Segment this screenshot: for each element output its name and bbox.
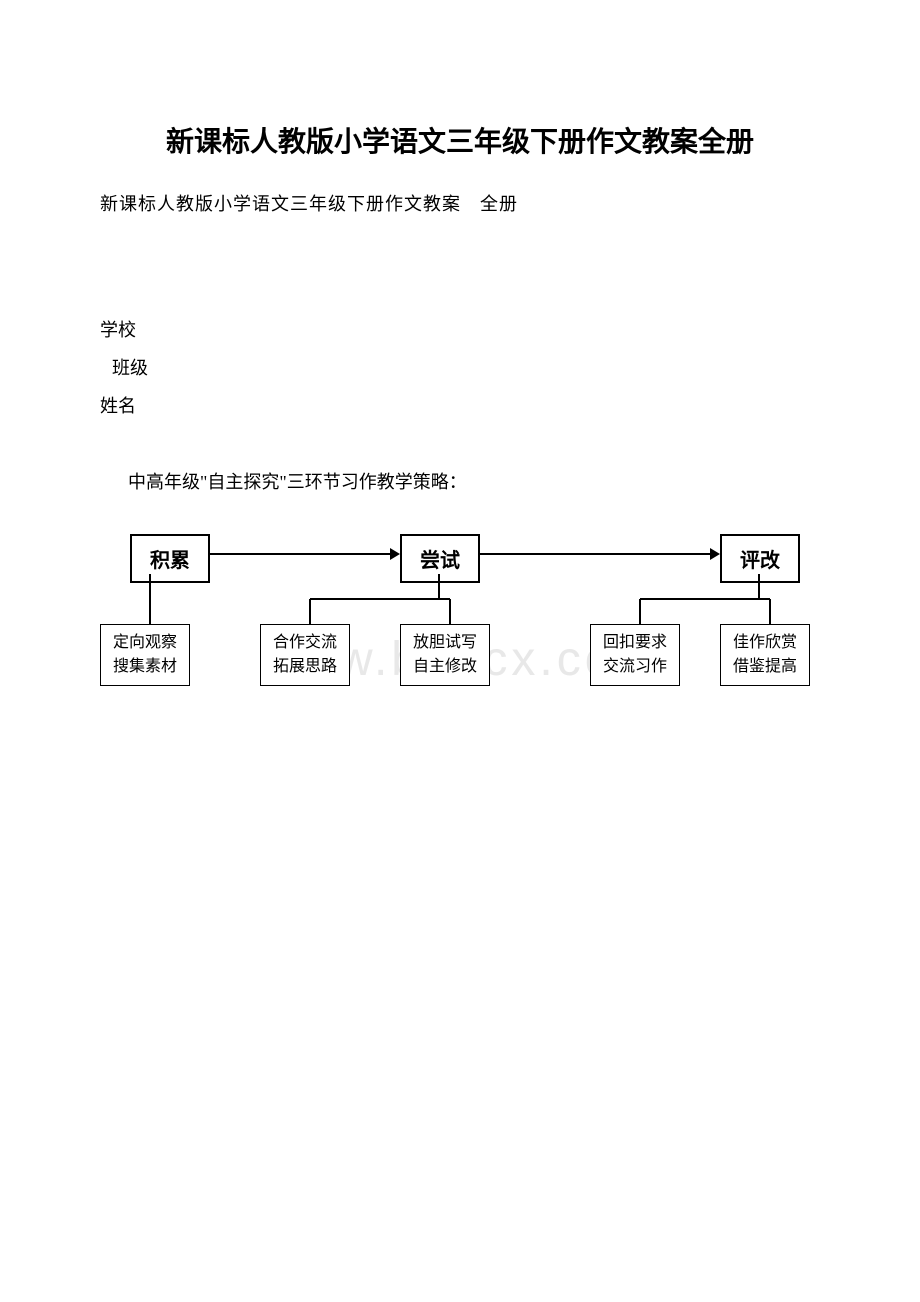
- flowchart-connector: [449, 599, 451, 624]
- flowchart-sub-sub2: 合作交流拓展思路: [260, 624, 350, 686]
- flowchart-sub-sub1: 定向观察搜集素材: [100, 624, 190, 686]
- flowchart-main-box1: 积累: [130, 534, 210, 583]
- page-content: 新课标人教版小学语文三年级下册作文教案全册 新课标人教版小学语文三年级下册作文教…: [0, 0, 920, 774]
- flowchart-main-box3: 评改: [720, 534, 800, 583]
- flowchart-arrow-line: [478, 553, 712, 555]
- page-title: 新课标人教版小学语文三年级下册作文教案全册: [100, 120, 820, 160]
- flowchart-connector: [438, 574, 440, 599]
- flowchart-main-box2: 尝试: [400, 534, 480, 583]
- flowchart-connector: [310, 598, 450, 600]
- flowchart-connector: [640, 598, 770, 600]
- info-name: 姓名: [100, 392, 820, 418]
- flowchart-connector: [758, 574, 760, 599]
- flowchart-sub-sub5: 佳作欣赏借鉴提高: [720, 624, 810, 686]
- flowchart-connector: [769, 599, 771, 624]
- flowchart-arrow-head: [710, 548, 720, 560]
- flowchart-connector: [639, 599, 641, 624]
- flowchart-arrow-line: [208, 553, 392, 555]
- page-subtitle: 新课标人教版小学语文三年级下册作文教案 全册: [100, 190, 820, 216]
- flowchart-diagram: 积累 尝试 评改定向观察搜集素材 合作交流拓展思路放胆试写自主修改 回扣要求交流习作佳作…: [100, 534, 820, 714]
- strategy-label: 中高年级"自主探究"三环节习作教学策略：: [100, 468, 820, 494]
- flowchart-sub-sub3: 放胆试写自主修改: [400, 624, 490, 686]
- flowchart-sub-sub4: 回扣要求交流习作: [590, 624, 680, 686]
- info-school: 学校: [100, 316, 820, 342]
- info-class: 班级: [100, 354, 820, 380]
- flowchart-arrow-head: [390, 548, 400, 560]
- flowchart-connector: [149, 574, 151, 624]
- flowchart-connector: [309, 599, 311, 624]
